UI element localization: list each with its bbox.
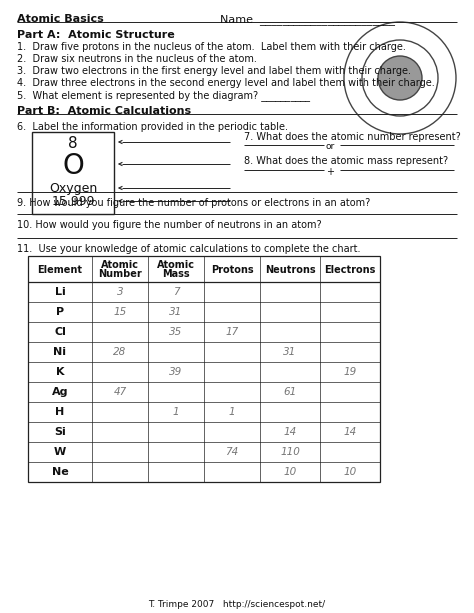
Text: 47: 47 — [113, 387, 127, 397]
Text: 14: 14 — [343, 427, 356, 437]
Bar — [32, 132, 114, 214]
Text: Cl: Cl — [54, 327, 66, 337]
Text: or: or — [326, 142, 335, 151]
Text: P: P — [56, 307, 64, 317]
Text: 35: 35 — [169, 327, 182, 337]
Text: 7: 7 — [173, 287, 179, 297]
Text: Atomic: Atomic — [101, 260, 139, 270]
Text: 8: 8 — [68, 136, 78, 151]
Text: K: K — [56, 367, 64, 377]
Text: Li: Li — [55, 287, 65, 297]
Text: 3.  Draw two electrons in the first energy level and label them with their charg: 3. Draw two electrons in the first energ… — [17, 66, 411, 76]
Text: 1: 1 — [228, 407, 235, 417]
Text: 10. How would you figure the number of neutrons in an atom?: 10. How would you figure the number of n… — [17, 220, 322, 230]
Text: Ni: Ni — [54, 347, 66, 357]
Text: +: + — [326, 167, 334, 177]
Text: Protons: Protons — [210, 265, 253, 275]
Text: T. Trimpe 2007   http://sciencespot.net/: T. Trimpe 2007 http://sciencespot.net/ — [148, 600, 326, 609]
Text: 31: 31 — [169, 307, 182, 317]
Text: 10: 10 — [283, 467, 297, 477]
Text: O: O — [62, 152, 84, 180]
Text: 74: 74 — [225, 447, 238, 457]
Text: 19: 19 — [343, 367, 356, 377]
Text: 10: 10 — [343, 467, 356, 477]
Circle shape — [378, 56, 422, 100]
Text: Neutrons: Neutrons — [264, 265, 315, 275]
Text: Number: Number — [98, 269, 142, 279]
Text: 31: 31 — [283, 347, 297, 357]
Text: 110: 110 — [280, 447, 300, 457]
Text: Ag: Ag — [52, 387, 68, 397]
Text: W: W — [54, 447, 66, 457]
Text: 7. What does the atomic number represent?: 7. What does the atomic number represent… — [244, 132, 461, 142]
Text: 14: 14 — [283, 427, 297, 437]
Text: 15.999: 15.999 — [51, 195, 95, 208]
Text: 6.  Label the information provided in the periodic table.: 6. Label the information provided in the… — [17, 122, 288, 132]
Text: Atomic Basics: Atomic Basics — [17, 14, 104, 24]
Bar — [28, 256, 380, 482]
Text: 3: 3 — [117, 287, 123, 297]
Text: 4.  Draw three electrons in the second energy level and label them with their ch: 4. Draw three electrons in the second en… — [17, 78, 435, 88]
Text: Si: Si — [54, 427, 66, 437]
Text: Element: Element — [37, 265, 82, 275]
Text: Oxygen: Oxygen — [49, 182, 97, 195]
Text: 28: 28 — [113, 347, 127, 357]
Text: 15: 15 — [113, 307, 127, 317]
Text: 5.  What element is represented by the diagram? __________: 5. What element is represented by the di… — [17, 90, 310, 101]
Text: Part B:  Atomic Calculations: Part B: Atomic Calculations — [17, 106, 191, 116]
Text: H: H — [55, 407, 64, 417]
Text: 9. How would you figure the number of protons or electrons in an atom?: 9. How would you figure the number of pr… — [17, 198, 370, 208]
Text: Name  ________________________: Name ________________________ — [220, 14, 395, 25]
Text: 39: 39 — [169, 367, 182, 377]
Text: 11.  Use your knowledge of atomic calculations to complete the chart.: 11. Use your knowledge of atomic calcula… — [17, 244, 361, 254]
Text: 61: 61 — [283, 387, 297, 397]
Text: Part A:  Atomic Structure: Part A: Atomic Structure — [17, 30, 175, 40]
Text: 1: 1 — [173, 407, 179, 417]
Text: 1.  Draw five protons in the nucleus of the atom.  Label them with their charge.: 1. Draw five protons in the nucleus of t… — [17, 42, 406, 52]
Text: 8. What does the atomic mass represent?: 8. What does the atomic mass represent? — [244, 156, 448, 166]
Text: Mass: Mass — [162, 269, 190, 279]
Text: Electrons: Electrons — [324, 265, 376, 275]
Text: Ne: Ne — [52, 467, 68, 477]
Text: Atomic: Atomic — [157, 260, 195, 270]
Text: 2.  Draw six neutrons in the nucleus of the atom.: 2. Draw six neutrons in the nucleus of t… — [17, 54, 257, 64]
Text: 17: 17 — [225, 327, 238, 337]
